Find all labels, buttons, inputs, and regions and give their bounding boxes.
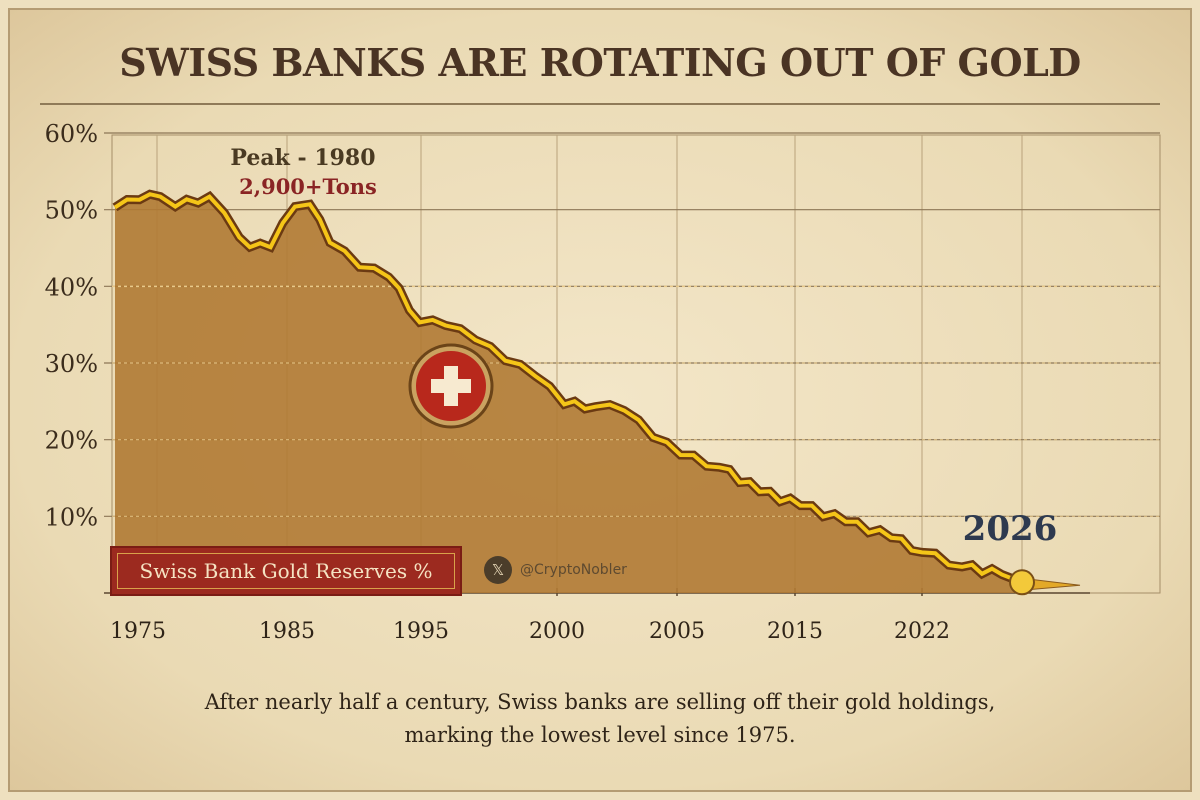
x-tick-label: 1985 [259,619,315,644]
y-tick-label: 40% [45,273,98,301]
caption-line-1: After nearly half a century, Swiss banks… [204,690,996,714]
end-point-marker [1009,569,1035,596]
watermark-handle: @CryptoNobler [520,562,627,578]
title-divider [40,103,1160,105]
area-fill [115,194,1022,593]
x-tick-label: 1975 [110,619,166,644]
peak-value: 2,900+Tons [239,174,377,199]
legend-box: Swiss Bank Gold Reserves % [110,546,462,596]
swiss-cross-horizontal [431,379,471,393]
legend-label: Swiss Bank Gold Reserves % [117,553,455,589]
end-label: 2026 [963,509,1058,549]
x-logo-icon: 𝕏 [484,556,512,584]
x-tick-label: 2022 [894,619,950,644]
y-tick-label: 20% [45,427,98,455]
chart-title: SWISS BANKS ARE ROTATING OUT OF GOLD [119,40,1081,85]
x-tick-label: 2000 [529,619,585,644]
y-tick-label: 60% [45,120,98,148]
x-tick-label: 2005 [649,619,705,644]
x-tick-label: 2015 [767,619,823,644]
caption: After nearly half a century, Swiss banks… [0,686,1200,752]
peak-label: Peak - 1980 [230,145,375,171]
caption-line-2: marking the lowest level since 1975. [404,723,796,747]
series-line [113,192,1023,585]
x-tick-label: 1995 [393,619,449,644]
watermark: 𝕏 @CryptoNobler [484,556,627,584]
y-tick-label: 50% [45,197,98,225]
y-tick-label: 30% [45,350,98,378]
y-tick-label: 10% [45,503,98,531]
